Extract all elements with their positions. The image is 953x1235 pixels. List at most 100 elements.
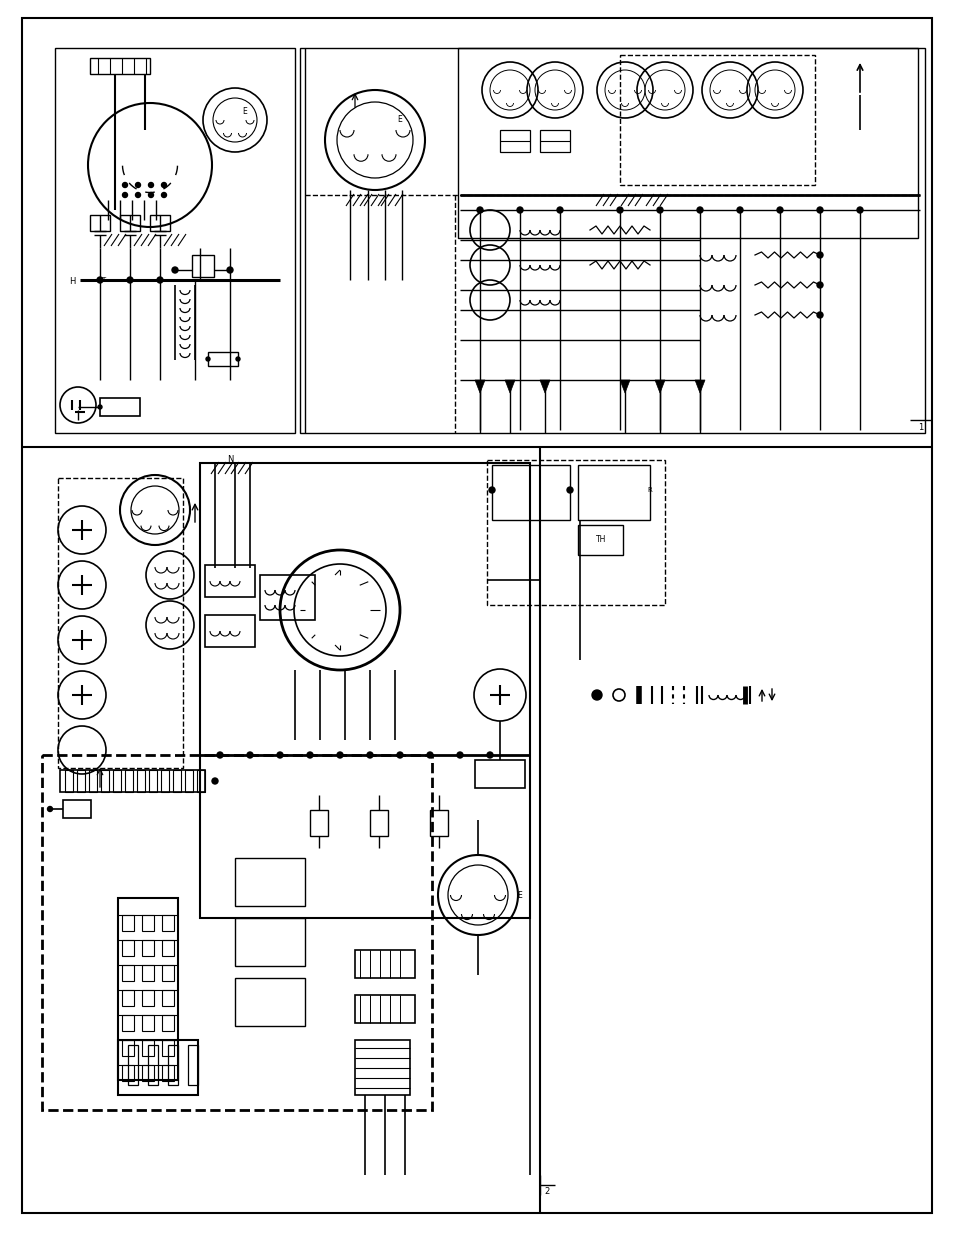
Bar (148, 1045, 158, 1086)
Circle shape (566, 487, 573, 493)
Circle shape (336, 752, 343, 758)
Bar (234, 858, 305, 906)
Bar (185, 769, 193, 792)
Circle shape (48, 806, 52, 811)
Circle shape (247, 752, 253, 758)
Bar (137, 769, 145, 792)
Bar (90, 215, 110, 231)
Bar (122, 915, 133, 931)
Circle shape (157, 277, 163, 283)
Bar (499, 130, 530, 152)
Circle shape (396, 752, 402, 758)
Text: E: E (242, 107, 247, 116)
Bar (60, 769, 205, 792)
Bar (122, 1040, 133, 1056)
Polygon shape (695, 380, 704, 393)
Circle shape (97, 277, 103, 283)
Bar (162, 990, 173, 1007)
Bar (120, 215, 140, 231)
Bar (122, 1015, 133, 1031)
Text: E: E (397, 116, 402, 125)
Bar (150, 215, 170, 231)
Bar (55, 48, 294, 433)
Circle shape (276, 752, 283, 758)
Bar (142, 915, 153, 931)
Bar (142, 1040, 153, 1056)
Circle shape (617, 207, 622, 212)
Bar (430, 810, 448, 836)
Circle shape (476, 207, 482, 212)
Circle shape (172, 267, 178, 273)
Bar (142, 1015, 153, 1031)
Bar (149, 769, 157, 792)
Bar (89, 769, 97, 792)
Circle shape (427, 752, 433, 758)
Text: TH: TH (596, 536, 605, 545)
Polygon shape (539, 380, 550, 393)
Circle shape (161, 193, 167, 198)
Circle shape (816, 312, 822, 317)
Circle shape (737, 207, 742, 212)
Bar (475, 760, 524, 788)
Text: H: H (69, 278, 75, 287)
Circle shape (856, 207, 862, 212)
Polygon shape (619, 380, 629, 393)
Bar (122, 965, 133, 981)
Bar (100, 398, 140, 416)
Circle shape (122, 183, 128, 188)
Circle shape (367, 752, 373, 758)
Bar (128, 1045, 138, 1086)
Circle shape (776, 207, 782, 212)
Bar (539, 130, 569, 152)
Bar (63, 800, 91, 818)
Bar (578, 525, 622, 555)
Bar (58, 478, 183, 768)
Text: E: E (517, 890, 522, 899)
Bar (125, 769, 132, 792)
Bar (260, 576, 314, 620)
Bar (77, 769, 85, 792)
Bar (355, 950, 415, 978)
Circle shape (697, 207, 702, 212)
Bar (192, 254, 213, 277)
Bar (486, 459, 664, 605)
Bar (142, 965, 153, 981)
Bar (619, 56, 814, 185)
Circle shape (489, 487, 495, 493)
Bar (299, 48, 924, 433)
Bar (205, 564, 254, 597)
Bar (42, 755, 432, 1110)
Bar (310, 810, 328, 836)
Circle shape (235, 357, 240, 361)
Text: 1: 1 (918, 422, 923, 431)
Bar (234, 918, 305, 966)
Bar (101, 769, 109, 792)
Circle shape (212, 778, 218, 784)
Bar (457, 48, 917, 238)
Circle shape (486, 752, 493, 758)
Bar (162, 1015, 173, 1031)
Bar (200, 463, 530, 918)
Bar (162, 940, 173, 956)
Circle shape (657, 207, 662, 212)
Bar (492, 466, 569, 520)
Circle shape (557, 207, 562, 212)
Circle shape (206, 357, 210, 361)
Circle shape (98, 405, 102, 409)
Bar (65, 769, 73, 792)
Bar (578, 466, 649, 520)
Bar (142, 990, 153, 1007)
Bar (188, 1045, 198, 1086)
Polygon shape (504, 380, 515, 393)
Bar (196, 769, 205, 792)
Circle shape (816, 282, 822, 288)
Circle shape (135, 193, 140, 198)
Circle shape (592, 690, 601, 700)
Bar (118, 1040, 198, 1095)
Circle shape (149, 183, 153, 188)
Bar (90, 58, 150, 74)
Bar (118, 898, 178, 1079)
Circle shape (149, 193, 153, 198)
Bar (122, 990, 133, 1007)
Bar (142, 940, 153, 956)
